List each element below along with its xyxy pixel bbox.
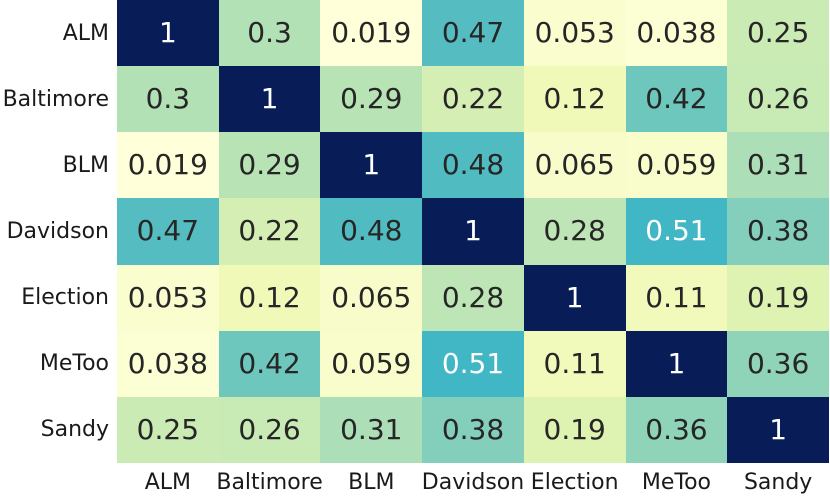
heatmap-cell: 0.019 bbox=[117, 132, 219, 199]
x-tick-label: BLM bbox=[348, 469, 395, 495]
heatmap-cell: 0.019 bbox=[320, 0, 423, 67]
heatmap-cell: 1 bbox=[523, 264, 626, 331]
x-tick-label: MeToo bbox=[641, 469, 711, 495]
heatmap-cell: 0.29 bbox=[218, 132, 321, 199]
y-tick-label: Davidson bbox=[6, 218, 109, 244]
x-axis-tick-labels: ALM Baltimore BLM Davidson Election MeToo Sand… bbox=[117, 463, 829, 501]
heatmap-cell: 0.25 bbox=[727, 0, 829, 67]
heatmap-cell: 0.47 bbox=[117, 198, 219, 265]
heatmap-cell: 0.3 bbox=[117, 66, 219, 133]
heatmap-cell: 1 bbox=[727, 396, 829, 463]
heatmap-cell: 0.12 bbox=[523, 66, 626, 133]
heatmap-cell: 0.19 bbox=[727, 264, 829, 331]
heatmap-cell: 1 bbox=[218, 66, 321, 133]
heatmap-cell: 0.059 bbox=[320, 330, 423, 397]
x-tick-label: Sandy bbox=[743, 469, 813, 495]
y-tick-label: BLM bbox=[62, 152, 109, 178]
heatmap-cell: 1 bbox=[625, 330, 728, 397]
heatmap-cell: 0.51 bbox=[625, 198, 728, 265]
heatmap-cell: 0.42 bbox=[625, 66, 728, 133]
heatmap-cell: 0.053 bbox=[523, 0, 626, 67]
heatmap-cell: 0.48 bbox=[422, 132, 524, 199]
heatmap-cell: 0.42 bbox=[218, 330, 321, 397]
heatmap-cell: 1 bbox=[117, 0, 219, 67]
heatmap-cell: 0.3 bbox=[218, 0, 321, 67]
heatmap-cell: 0.26 bbox=[727, 66, 829, 133]
heatmap-cell: 0.059 bbox=[625, 132, 728, 199]
heatmap-cell: 0.25 bbox=[117, 396, 219, 463]
heatmap-cell: 0.038 bbox=[117, 330, 219, 397]
y-tick-label: Baltimore bbox=[2, 86, 109, 112]
heatmap-cell: 0.065 bbox=[320, 264, 423, 331]
heatmap-cell: 0.26 bbox=[218, 396, 321, 463]
x-tick-label: Election bbox=[530, 469, 619, 495]
y-tick-label: ALM bbox=[62, 20, 109, 46]
heatmap-cell: 0.12 bbox=[218, 264, 321, 331]
heatmap-cell: 0.19 bbox=[523, 396, 626, 463]
heatmap-cell: 0.28 bbox=[523, 198, 626, 265]
y-axis-tick-labels: ALM Baltimore BLM Davidson Election MeToo Sand… bbox=[0, 0, 109, 463]
y-tick-label: Sandy bbox=[40, 417, 109, 443]
heatmap-cell: 0.065 bbox=[523, 132, 626, 199]
heatmap-cell: 0.31 bbox=[320, 396, 423, 463]
heatmap-cell: 0.31 bbox=[727, 132, 829, 199]
heatmap-cell: 0.36 bbox=[727, 330, 829, 397]
x-tick-label: Baltimore bbox=[216, 469, 323, 495]
heatmap-cell: 0.38 bbox=[727, 198, 829, 265]
heatmap-cell: 0.11 bbox=[523, 330, 626, 397]
heatmap-cell: 0.22 bbox=[422, 66, 524, 133]
x-tick-label: ALM bbox=[144, 469, 191, 495]
heatmap-cell: 0.48 bbox=[320, 198, 423, 265]
heatmap-cell: 0.22 bbox=[218, 198, 321, 265]
heatmap-cell: 0.28 bbox=[422, 264, 524, 331]
y-tick-label: Election bbox=[21, 285, 109, 311]
heatmap-grid: 1 0.3 0.019 0.47 0.053 0.038 0.25 0.3 1 0.29 0.22 0… bbox=[117, 0, 829, 463]
heatmap-cell: 0.47 bbox=[422, 0, 524, 67]
heatmap-cell: 0.36 bbox=[625, 396, 728, 463]
heatmap-cell: 0.38 bbox=[422, 396, 524, 463]
heatmap-cell: 0.038 bbox=[625, 0, 728, 67]
heatmap-cell: 0.29 bbox=[320, 66, 423, 133]
x-tick-label: Davidson bbox=[421, 469, 525, 495]
heatmap-cell: 1 bbox=[320, 132, 423, 199]
heatmap-cell: 1 bbox=[422, 198, 524, 265]
heatmap-cell: 0.51 bbox=[422, 330, 524, 397]
heatmap-cell: 0.053 bbox=[117, 264, 219, 331]
y-tick-label: MeToo bbox=[39, 351, 109, 377]
heatmap-cell: 0.11 bbox=[625, 264, 728, 331]
